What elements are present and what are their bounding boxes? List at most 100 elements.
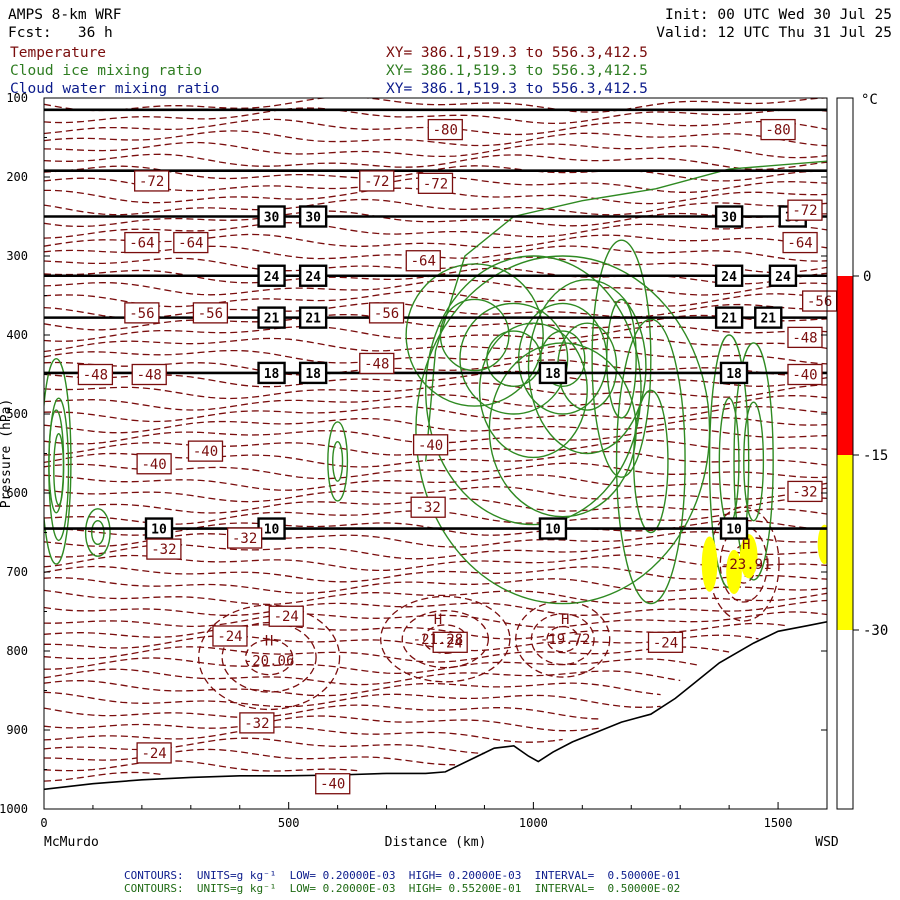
theta-label-box [298,361,328,385]
temperature-label: -32 [232,531,257,547]
theta-label-box [538,517,568,540]
cloud-ice-contour [486,330,542,388]
temperature-label: -24 [217,629,242,645]
cloud-ice-contour [91,519,105,546]
temperature-contour [44,611,827,628]
temperature-label-box [368,302,405,324]
theta-label: 10 [264,523,280,538]
temperature-label-box [359,170,395,192]
theta-label: 21 [264,312,280,327]
temperature-closed-contour [515,600,611,678]
theta-label-box [257,264,286,287]
theta-label-box [298,205,328,228]
cloud-ice-contour [527,279,647,455]
temperature-label-box [760,118,796,141]
temperature-label: -40 [141,457,166,473]
x-tick-label: 0 [40,816,47,830]
cloud-ice-contour [591,239,652,478]
y-tick-label: 200 [6,170,28,184]
temperature-contour [44,634,759,652]
temperature-closed-contour [530,613,595,666]
temperature-contour [44,198,827,216]
temperature-closed-contour [197,604,341,711]
y-tick-label: 900 [6,723,28,737]
theta-label: 10 [545,523,561,538]
high-value: -23.91 [721,557,772,573]
high-value: -19.72 [540,632,591,648]
temperature-label-box [417,172,454,194]
field-cloud-ice-xy: XY= 386.1,519.3 to 556.3,412.5 [386,63,648,79]
temperature-label-box [787,326,823,349]
temperature-label: -32 [792,484,817,500]
temperature-label: -64 [129,236,154,252]
temperature-label: -72 [423,176,448,192]
cloud-ice-contour [743,401,765,522]
colorbar-segment [837,276,853,455]
y-tick-label: 100 [6,91,28,105]
overlay-layer: 3030303024242424212121211818181810101010… [44,108,838,795]
temperature-contour [44,336,827,353]
temperature-label: -56 [374,306,399,322]
theta-label: 18 [726,367,742,382]
temperature-contour [44,565,827,583]
temperature-contour [44,599,827,617]
temperature-closed-contour [380,595,511,683]
temperature-contour [44,153,827,171]
temperature-label-box [782,231,818,254]
temperature-label: -56 [129,306,154,322]
x-axis-title: Distance (km) [385,835,487,850]
temperature-contour [44,542,827,560]
temperature-contour [44,486,827,503]
theta-label-box [719,361,749,385]
field-temperature-label: Temperature [10,45,107,61]
theta-label-box [298,264,328,287]
temperature-contour [44,726,563,743]
field-cloud-water-label: Cloud water mixing ratio [10,81,220,97]
cloud-ice-contour [84,508,111,557]
temperature-label-box [410,496,446,518]
high-marker: H [265,633,273,649]
theta-label: 24 [264,270,280,285]
field-temperature-xy: XY= 386.1,519.3 to 556.3,412.5 [386,45,648,61]
temperature-contour [44,428,827,445]
temperature-label-box [427,118,463,141]
temperature-label: -40 [418,438,443,454]
terrain-line [44,621,827,791]
temperature-closed-contour [401,610,490,669]
temperature-closed-contour [244,639,294,676]
temperature-contour [44,474,827,491]
temperature-label: -80 [765,123,790,139]
temperature-contour [44,256,827,274]
temperature-label: -72 [139,174,164,190]
temperature-label-box [187,440,224,462]
colorbar-frame [836,97,854,810]
y-tick-label: 700 [6,565,28,579]
temperature-label: -40 [792,368,817,384]
temperature-label: -56 [198,306,223,322]
theta-label-box [257,205,286,228]
temperature-contour [44,165,827,182]
colorbar-segment [837,630,853,809]
theta-label-box [257,361,286,385]
contour-layer [44,98,827,809]
temperature-label-box [173,231,209,254]
temperature-contour [44,577,827,594]
temperature-label: -24 [438,635,463,651]
temperature-contour [44,382,827,400]
forecast-hour: Fcst: 36 h [8,25,113,41]
temperature-label-box [239,712,275,734]
temperature-contour [44,497,827,514]
cloud-ice-contour [606,298,637,419]
y-tick-label: 300 [6,249,28,263]
cloud-ice-contour [44,358,72,565]
colorbar-segment [837,455,853,630]
temperature-label-box [134,170,170,192]
cloud-ice-contour [327,421,349,502]
temperature-contour [44,531,827,548]
temperature-label: -48 [792,330,817,346]
cloud-ice-contour [53,433,65,506]
theta-label: 24 [775,270,791,285]
colorbar-segment [837,98,853,276]
temperature-contour [44,176,827,193]
temperature-contour [44,748,456,766]
